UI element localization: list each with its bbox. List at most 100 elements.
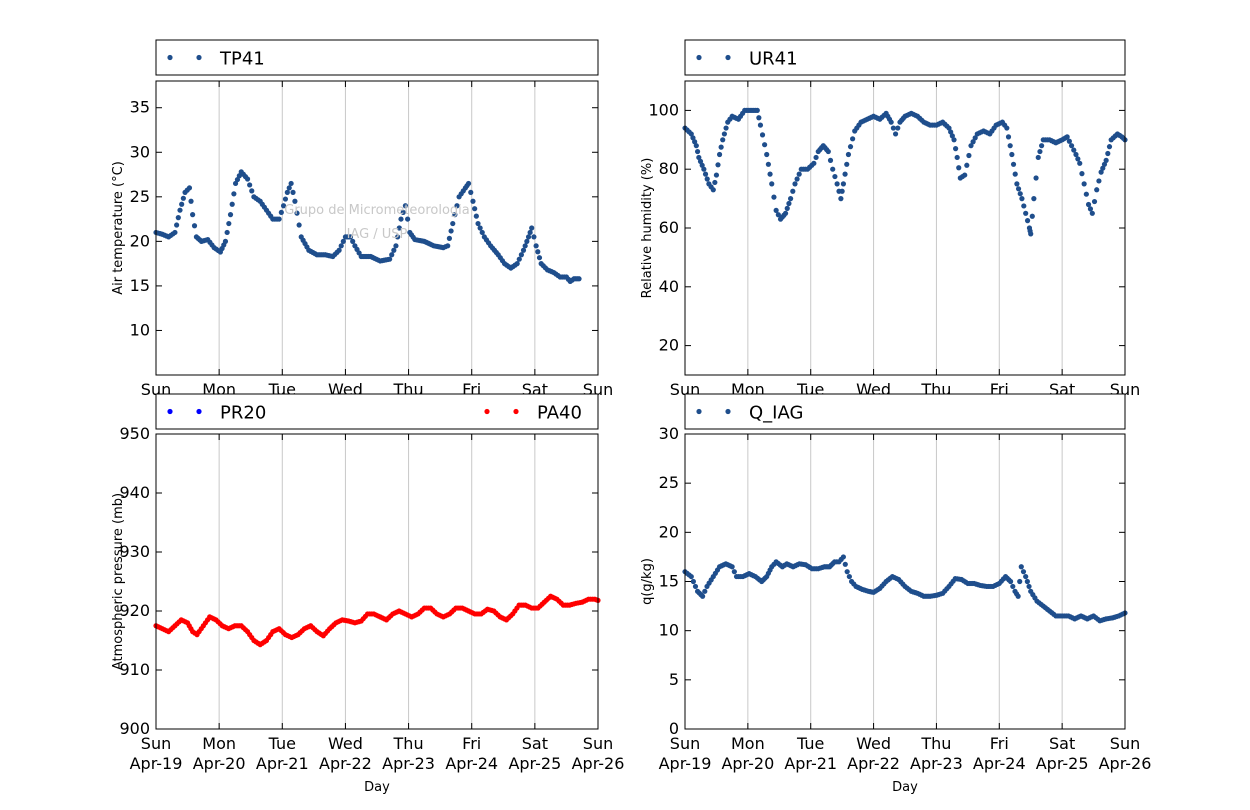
data-point <box>464 183 470 189</box>
data-point <box>686 129 692 135</box>
data-point <box>177 207 183 213</box>
data-point <box>925 593 931 599</box>
data-point <box>895 125 901 131</box>
data-point <box>296 222 302 228</box>
data-point <box>356 250 362 256</box>
data-point <box>890 125 896 131</box>
x-tick-label-day: Tue <box>268 734 296 753</box>
data-point <box>292 198 298 204</box>
data-point <box>769 181 775 187</box>
x-tick-label-day: Thu <box>393 734 424 753</box>
data-point <box>988 583 994 590</box>
x-tick-label-date: Apr-20 <box>193 754 246 773</box>
data-point <box>721 562 727 568</box>
data-point <box>203 237 209 243</box>
data-point <box>997 120 1003 126</box>
y-tick-label: 20 <box>130 231 150 250</box>
data-point <box>1037 148 1043 155</box>
data-point <box>1014 181 1020 187</box>
data-point <box>1066 138 1072 144</box>
data-point <box>346 234 352 240</box>
data-point <box>157 625 163 631</box>
data-point <box>242 174 249 180</box>
data-point <box>1105 150 1111 157</box>
y-tick-label: 910 <box>119 660 150 679</box>
y-tick-label: 20 <box>659 522 679 541</box>
data-point <box>881 581 887 587</box>
data-point <box>531 234 537 240</box>
data-point <box>690 578 696 585</box>
data-point <box>851 581 857 587</box>
data-point <box>525 234 532 240</box>
data-point <box>452 212 458 218</box>
x-tick-label-day: Sun <box>141 734 171 753</box>
legend-label: PR20 <box>220 403 266 424</box>
data-point <box>268 213 274 219</box>
data-point <box>1044 137 1051 143</box>
data-point <box>786 200 792 207</box>
data-point <box>1017 191 1023 197</box>
data-point <box>299 628 305 634</box>
data-point <box>697 158 704 164</box>
data-point <box>287 633 293 640</box>
data-point <box>746 107 752 113</box>
data-point <box>1083 191 1089 197</box>
data-point <box>701 166 707 172</box>
x-tick-label-date: Apr-21 <box>784 754 837 773</box>
data-point <box>223 625 230 631</box>
data-point <box>782 562 788 568</box>
data-point <box>278 209 284 216</box>
data-point <box>268 632 274 638</box>
data-point <box>978 129 985 135</box>
legend-marker <box>513 408 519 415</box>
x-tick-label-date: Apr-24 <box>973 754 1026 773</box>
data-point <box>328 253 334 259</box>
data-point <box>555 272 561 279</box>
data-point <box>868 114 875 120</box>
data-point <box>215 247 221 254</box>
data-point <box>1073 151 1079 158</box>
data-point <box>188 626 194 632</box>
data-point <box>1012 171 1018 177</box>
x-tick-label-day: Sun <box>670 734 700 753</box>
data-point <box>757 122 764 128</box>
data-point <box>750 573 756 579</box>
data-point <box>894 575 900 582</box>
data-point <box>529 225 535 231</box>
legend-box <box>155 39 599 76</box>
data-point <box>767 171 773 177</box>
legend-box <box>155 393 599 430</box>
data-point <box>856 122 862 128</box>
data-point <box>1051 611 1057 617</box>
data-point <box>731 569 737 575</box>
data-point <box>906 111 912 117</box>
data-point <box>715 162 721 168</box>
x-tick-label-day: Sat <box>522 734 548 753</box>
data-point <box>840 181 847 187</box>
legend-marker <box>696 54 702 61</box>
data-point <box>1026 583 1032 590</box>
data-point <box>844 161 850 167</box>
data-point <box>518 252 524 258</box>
series-Q_IAG <box>682 554 1128 624</box>
data-point <box>438 613 444 619</box>
data-point <box>192 630 198 636</box>
plot-frame <box>684 80 1126 376</box>
data-point <box>1024 218 1031 224</box>
x-tick-label-date: Apr-22 <box>319 754 372 773</box>
data-point <box>985 130 991 136</box>
plot-frame <box>155 433 599 730</box>
data-point <box>163 233 170 239</box>
data-point <box>982 583 988 589</box>
data-point <box>506 264 512 270</box>
data-point <box>1100 165 1106 171</box>
data-point <box>516 256 522 262</box>
data-point <box>389 252 395 258</box>
y-tick-label: 30 <box>659 424 679 443</box>
data-point <box>334 249 340 255</box>
data-point <box>970 139 976 145</box>
legend-marker <box>725 54 731 61</box>
legend: PR20 PA40 <box>155 393 599 430</box>
data-point <box>539 601 545 607</box>
data-point <box>324 628 331 634</box>
